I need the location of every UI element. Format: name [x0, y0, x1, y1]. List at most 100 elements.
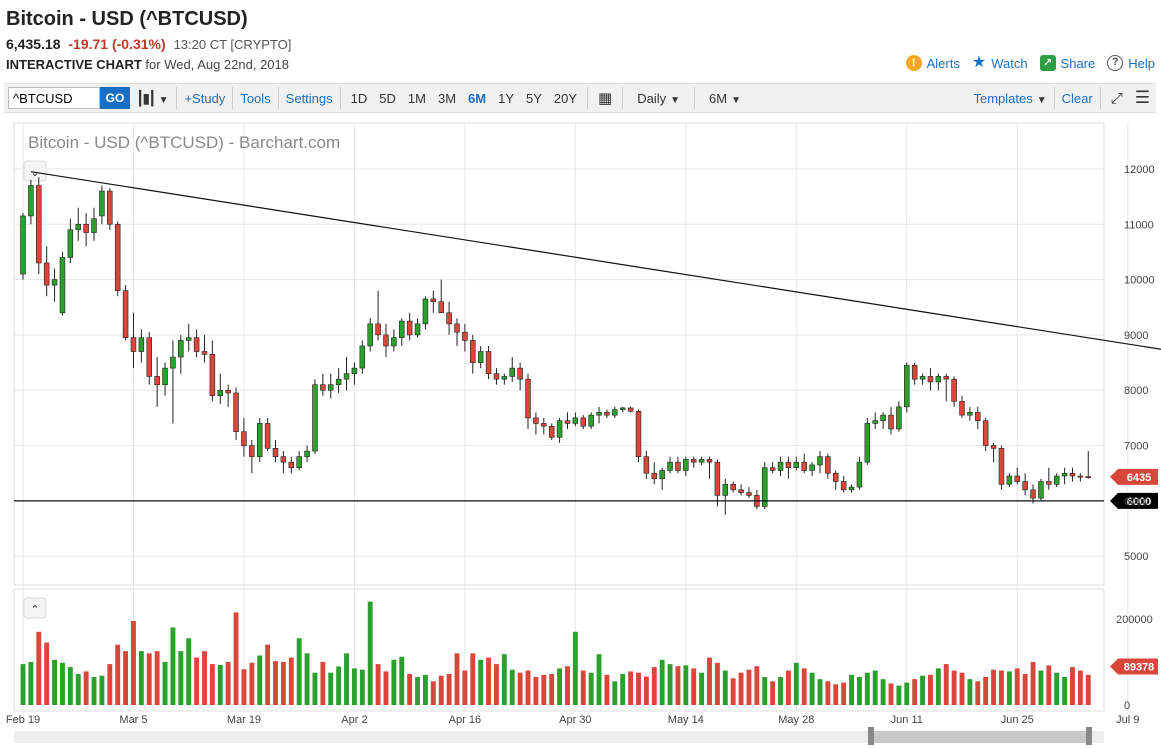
candle — [170, 340, 176, 424]
range-1d[interactable]: 1D — [350, 90, 368, 106]
volume-bar — [707, 657, 712, 705]
volume-bar — [336, 666, 342, 705]
share-button[interactable]: ↗ Share — [1039, 55, 1095, 71]
expand-icon[interactable]: ⤢ — [1110, 89, 1123, 107]
volume-axis: 0 200000 — [1116, 614, 1153, 712]
trendline[interactable] — [30, 171, 1161, 399]
study-button[interactable]: +Study — [184, 90, 226, 106]
watch-button[interactable]: ★ Watch — [972, 55, 1028, 71]
chart-watermark: Bitcoin - USD (^BTCUSD) - Barchart.com — [28, 133, 340, 152]
volume-bar — [896, 685, 902, 705]
x-tick-label: Jun 25 — [1001, 714, 1034, 726]
calendar-icon[interactable]: ▦ — [598, 90, 613, 107]
scroll-handle-left[interactable] — [868, 727, 874, 745]
volume-bar — [509, 669, 515, 705]
chart-area[interactable]: Bitcoin - USD (^BTCUSD) - Barchart.com ⌄… — [0, 113, 1161, 748]
expand-volume-button[interactable]: ⌃ — [23, 597, 47, 619]
clear-button[interactable]: Clear — [1061, 90, 1093, 106]
go-button[interactable]: GO — [100, 87, 130, 109]
volume-bar — [478, 659, 484, 705]
price-line: 6,435.18 -19.71 (-0.31%) 13:20 CT [CRYPT… — [6, 36, 291, 52]
candle — [864, 417, 871, 465]
tools-button[interactable]: Tools — [240, 90, 271, 106]
volume-bar — [146, 653, 152, 705]
volume-bar — [991, 669, 997, 705]
volume-bar — [430, 681, 436, 705]
candle — [264, 417, 271, 452]
interval-dropdown[interactable]: Daily ▼ — [627, 91, 690, 106]
volume-bar — [154, 651, 160, 705]
candle — [801, 453, 807, 474]
candle — [951, 376, 957, 407]
last-price-text: 6435 — [1127, 472, 1151, 484]
candle — [185, 323, 192, 352]
candle — [919, 373, 926, 385]
volume-bar — [1030, 661, 1036, 705]
volume-bar — [138, 651, 144, 705]
candle — [904, 362, 910, 413]
range-3m[interactable]: 3M — [437, 90, 457, 106]
x-tick-label: Apr 30 — [559, 714, 591, 726]
candle — [391, 329, 397, 352]
volume-bar — [60, 662, 65, 705]
volume-bar — [762, 677, 768, 705]
candle — [383, 323, 389, 358]
candle — [564, 412, 571, 429]
candle — [1014, 467, 1020, 485]
candle — [91, 207, 97, 241]
volume-bar — [162, 661, 168, 705]
y-tick-label: 8000 — [1124, 385, 1148, 397]
volume-bar — [123, 651, 129, 705]
range-5d[interactable]: 5D — [379, 90, 396, 106]
y-tick-label: 11000 — [1124, 219, 1154, 231]
candle — [233, 387, 239, 441]
range-20y[interactable]: 20Y — [553, 90, 578, 106]
symbol-input[interactable] — [8, 87, 100, 109]
candle — [43, 246, 50, 297]
candle — [454, 318, 460, 346]
range-1y[interactable]: 1Y — [498, 90, 514, 106]
range-1m[interactable]: 1M — [407, 90, 426, 106]
scrollbar[interactable] — [14, 727, 1104, 745]
x-tick-label: Jul 9 — [1116, 714, 1139, 726]
range-5y[interactable]: 5Y — [526, 90, 542, 106]
range-6m[interactable]: 6M — [468, 90, 487, 106]
period-value: 6M — [709, 90, 728, 106]
help-button[interactable]: ? Help — [1107, 55, 1155, 71]
volume-bar — [75, 673, 81, 705]
candle — [683, 456, 689, 477]
scrollbar-thumb[interactable] — [870, 731, 1090, 743]
price-axis: 5000 6000 7000 8000 9000 10000 11000 12000 — [1124, 164, 1155, 563]
volume-bar — [793, 662, 799, 705]
candle — [470, 334, 476, 374]
period-dropdown[interactable]: 6M ▼ — [699, 91, 751, 106]
candle — [533, 412, 539, 435]
candle — [572, 412, 579, 427]
help-icon: ? — [1107, 55, 1124, 71]
volume-bar — [856, 677, 862, 705]
candle — [343, 357, 350, 391]
volume-bar — [699, 672, 705, 705]
candle — [1022, 473, 1028, 496]
volume-bar — [999, 670, 1004, 705]
volume-bar — [1077, 670, 1083, 705]
x-tick-label: May 14 — [668, 714, 704, 726]
volume-bar — [415, 677, 420, 705]
volume-bar — [454, 653, 460, 705]
templates-dropdown[interactable]: Templates ▼ — [971, 91, 1050, 106]
volume-bar — [620, 673, 626, 705]
scroll-handle-right[interactable] — [1086, 727, 1092, 745]
volume-bar — [864, 672, 870, 705]
volume-bar — [928, 674, 933, 705]
alerts-button[interactable]: ! Alerts — [905, 55, 960, 71]
chart-type-candlestick-icon[interactable]: ┃▮┃ ▼ — [136, 89, 168, 106]
menu-icon[interactable]: ☰ — [1134, 88, 1150, 107]
settings-button[interactable]: Settings — [285, 90, 333, 106]
candle — [927, 368, 934, 391]
y-tick-label: 6000 — [1124, 496, 1148, 508]
collapse-price-button[interactable]: ⌄ — [23, 160, 47, 182]
volume-bar — [375, 664, 381, 705]
volume-bar — [288, 657, 294, 705]
candle — [501, 373, 508, 385]
candle — [935, 373, 942, 391]
